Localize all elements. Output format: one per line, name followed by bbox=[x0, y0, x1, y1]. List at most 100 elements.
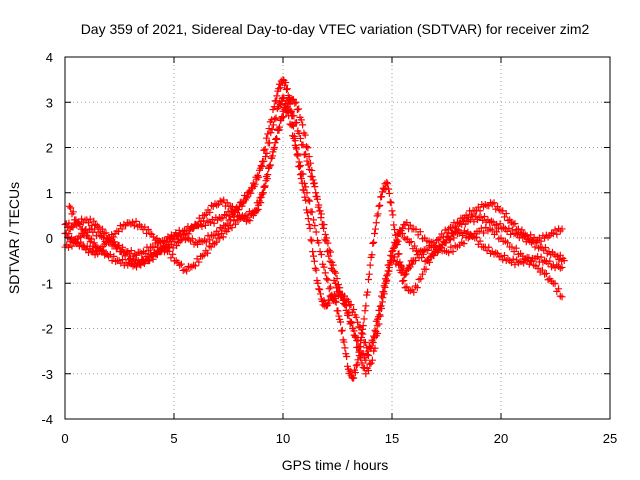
data-point bbox=[386, 198, 394, 206]
data-point bbox=[385, 261, 393, 269]
data-point bbox=[509, 255, 517, 263]
data-point bbox=[385, 267, 393, 275]
data-point bbox=[286, 120, 294, 128]
data-point bbox=[211, 231, 219, 239]
data-point bbox=[68, 242, 76, 250]
data-point bbox=[381, 283, 389, 291]
data-point bbox=[419, 270, 427, 278]
data-point bbox=[263, 175, 271, 183]
data-point bbox=[556, 292, 564, 300]
data-point bbox=[395, 261, 403, 269]
data-point bbox=[222, 211, 230, 219]
data-point bbox=[323, 248, 331, 256]
x-tick-label: 5 bbox=[170, 431, 177, 446]
data-point bbox=[149, 255, 157, 263]
data-point bbox=[502, 210, 510, 218]
data-point bbox=[303, 143, 311, 151]
data-point bbox=[269, 121, 277, 129]
data-point bbox=[320, 224, 328, 232]
data-point bbox=[266, 162, 274, 170]
data-point bbox=[327, 264, 335, 272]
data-point bbox=[367, 344, 375, 352]
data-point bbox=[357, 343, 365, 351]
data-point bbox=[323, 275, 331, 283]
data-point bbox=[260, 157, 268, 165]
data-point bbox=[342, 306, 350, 314]
data-point bbox=[373, 322, 381, 330]
data-point bbox=[291, 141, 299, 149]
data-point bbox=[309, 176, 317, 184]
data-point bbox=[346, 320, 354, 328]
data-point bbox=[212, 238, 220, 246]
data-point bbox=[261, 145, 269, 153]
data-point bbox=[372, 219, 380, 227]
data-point bbox=[446, 236, 454, 244]
data-point bbox=[367, 359, 375, 367]
data-point bbox=[282, 78, 290, 86]
data-point bbox=[436, 234, 444, 242]
data-point bbox=[308, 166, 316, 174]
data-point bbox=[359, 322, 367, 330]
data-point bbox=[387, 199, 395, 207]
data-point bbox=[523, 253, 531, 261]
data-point bbox=[118, 225, 126, 233]
data-point bbox=[370, 332, 378, 340]
data-point bbox=[268, 125, 276, 133]
chart-title: Day 359 of 2021, Sidereal Day-to-day VTE… bbox=[81, 21, 590, 37]
data-point bbox=[551, 226, 559, 234]
y-tick-label: 4 bbox=[46, 50, 53, 65]
data-point bbox=[321, 269, 329, 277]
y-tick-label: 0 bbox=[46, 231, 53, 246]
data-point bbox=[271, 139, 279, 147]
data-point bbox=[347, 318, 355, 326]
data-point bbox=[76, 220, 84, 228]
data-point bbox=[263, 149, 271, 157]
data-point bbox=[528, 257, 536, 265]
data-point bbox=[230, 217, 238, 225]
data-point bbox=[136, 260, 144, 268]
data-point bbox=[130, 222, 138, 230]
data-point bbox=[295, 105, 303, 113]
data-point bbox=[145, 247, 153, 255]
data-point bbox=[485, 202, 493, 210]
y-tick-label: 2 bbox=[46, 141, 53, 156]
data-point bbox=[262, 134, 270, 142]
data-point bbox=[377, 302, 385, 310]
data-point bbox=[371, 225, 379, 233]
data-point bbox=[156, 238, 164, 246]
data-point bbox=[183, 267, 191, 275]
data-point bbox=[375, 202, 383, 210]
y-tick-label: -1 bbox=[41, 276, 53, 291]
data-point bbox=[132, 217, 140, 225]
data-point bbox=[508, 226, 516, 234]
data-point bbox=[264, 130, 272, 138]
data-point bbox=[232, 205, 240, 213]
data-point bbox=[539, 258, 547, 266]
data-point bbox=[376, 311, 384, 319]
data-point bbox=[538, 266, 546, 274]
data-point bbox=[241, 213, 249, 221]
data-point bbox=[402, 270, 410, 278]
data-point bbox=[153, 235, 161, 243]
x-tick-label: 20 bbox=[494, 431, 508, 446]
data-point bbox=[558, 293, 566, 301]
data-point bbox=[445, 249, 453, 257]
data-point bbox=[299, 170, 307, 178]
data-point bbox=[369, 239, 377, 247]
data-point bbox=[388, 248, 396, 256]
data-point bbox=[341, 344, 349, 352]
data-point bbox=[447, 243, 455, 251]
data-point bbox=[325, 252, 333, 260]
data-point bbox=[304, 196, 312, 204]
data-point bbox=[332, 269, 340, 277]
data-point bbox=[499, 256, 507, 264]
data-point bbox=[364, 367, 372, 375]
data-point bbox=[380, 288, 388, 296]
data-point bbox=[354, 337, 362, 345]
data-point bbox=[345, 312, 353, 320]
data-point bbox=[393, 258, 401, 266]
data-point bbox=[442, 239, 450, 247]
data-point bbox=[303, 209, 311, 217]
data-point bbox=[508, 243, 516, 251]
